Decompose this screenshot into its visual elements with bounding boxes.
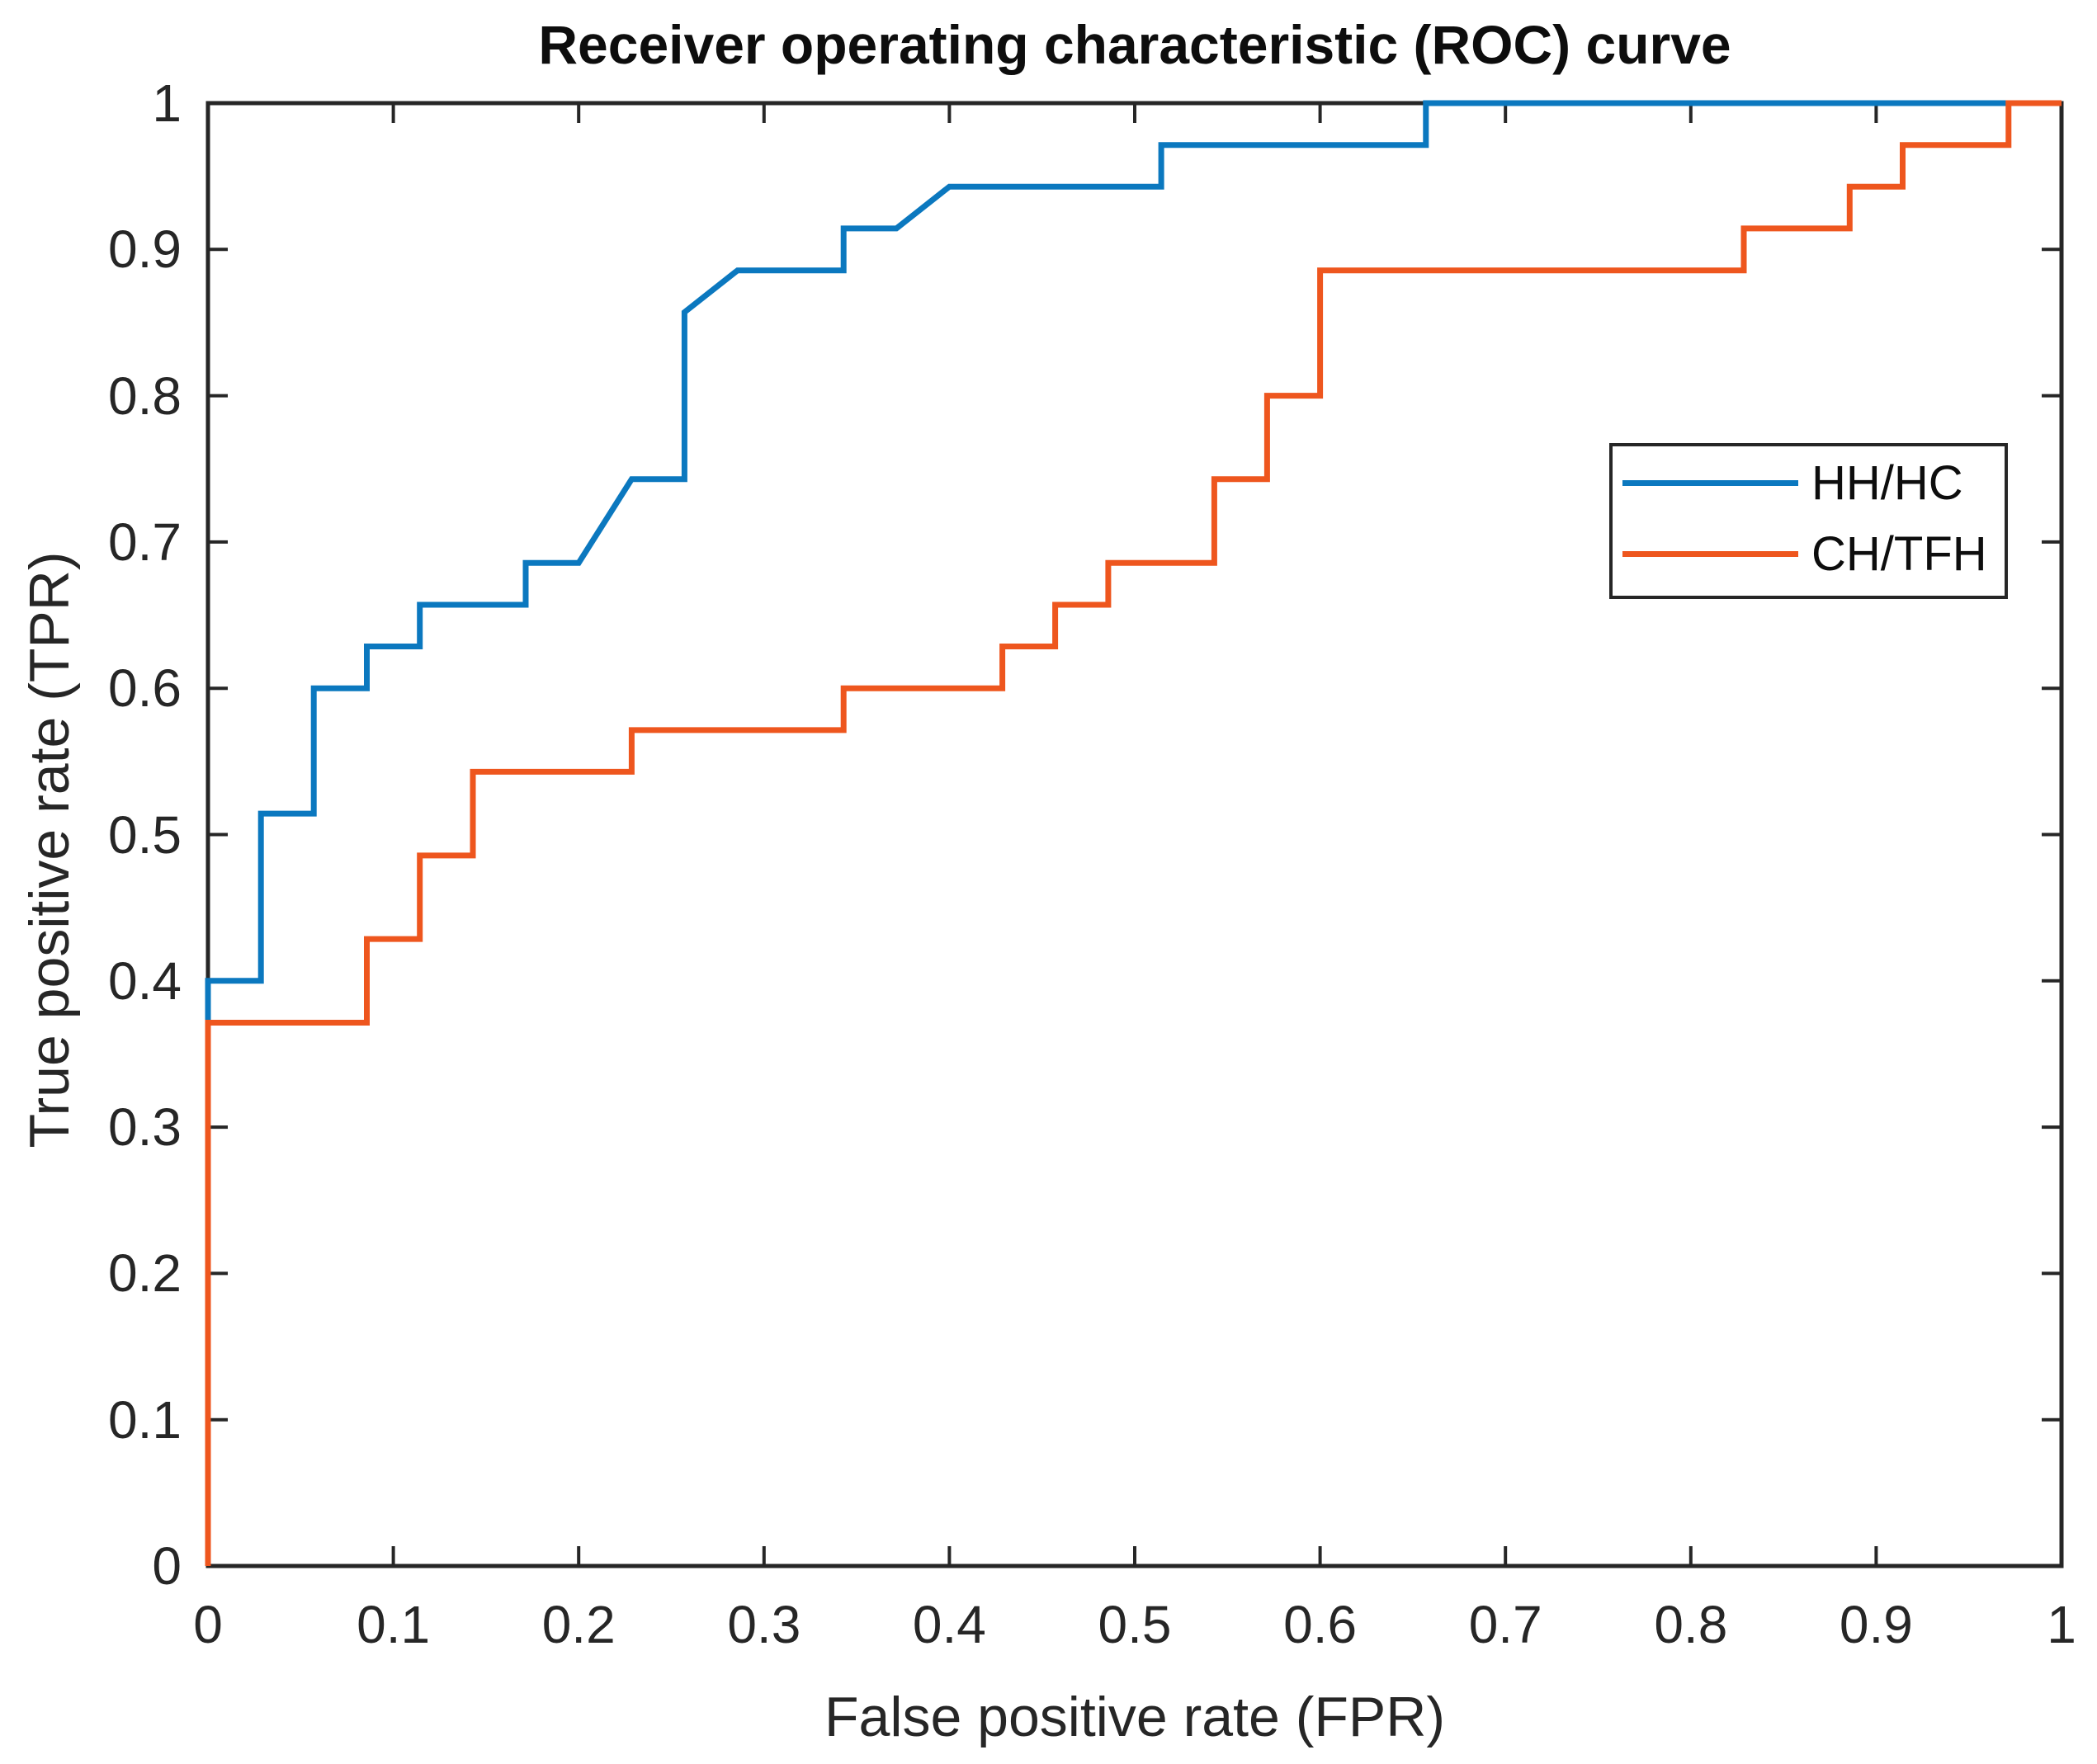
roc-curve-hh-hc <box>205 100 2062 1566</box>
x-tick-label: 0.1 <box>357 1595 431 1654</box>
legend: HH/HC CH/TFH <box>1609 443 2008 599</box>
x-tick-label: 0.4 <box>912 1595 986 1654</box>
y-tick-label: 1 <box>152 73 182 133</box>
y-tick-label: 0.8 <box>108 366 182 426</box>
legend-line-sample-hh-hc <box>1622 479 1798 486</box>
x-tick-label: 1 <box>2047 1595 2076 1654</box>
x-tick-label: 0.7 <box>1468 1595 1542 1654</box>
y-tick-label: 0.5 <box>108 804 182 865</box>
plot-border <box>205 101 2064 1568</box>
y-tick-label: 0.3 <box>108 1097 182 1158</box>
legend-item-ch-tfh: CH/TFH <box>1613 524 2005 583</box>
chart-title: Receiver operating characteristic (ROC) … <box>538 14 1731 75</box>
x-axis-label: False positive rate (FPR) <box>824 1686 1445 1748</box>
y-tick-label: 0.9 <box>108 219 182 280</box>
y-tick-label: 0.1 <box>108 1389 182 1450</box>
legend-line-sample-ch-tfh <box>1622 550 1798 557</box>
axis-ticks <box>206 101 2063 1568</box>
y-tick-label: 0.7 <box>108 512 182 572</box>
y-tick-label: 0.6 <box>108 658 182 719</box>
x-tick-label: 0.9 <box>1839 1595 1913 1654</box>
legend-item-hh-hc: HH/HC <box>1613 453 2005 512</box>
x-tick-label: 0.8 <box>1654 1595 1728 1654</box>
legend-label-hh-hc: HH/HC <box>1811 455 1963 510</box>
x-tick-label: 0.2 <box>541 1595 616 1654</box>
x-tick-label: 0.3 <box>727 1595 801 1654</box>
roc-curve-ch-tfh <box>205 100 2062 1566</box>
x-tick-label: 0.5 <box>1098 1595 1172 1654</box>
x-tick-label: 0 <box>193 1595 223 1654</box>
y-tick-label: 0 <box>152 1536 182 1596</box>
y-tick-label: 0.2 <box>108 1243 182 1304</box>
x-tick-label: 0.6 <box>1283 1595 1358 1654</box>
legend-label-ch-tfh: CH/TFH <box>1811 526 1987 581</box>
y-tick-label: 0.4 <box>108 950 182 1011</box>
